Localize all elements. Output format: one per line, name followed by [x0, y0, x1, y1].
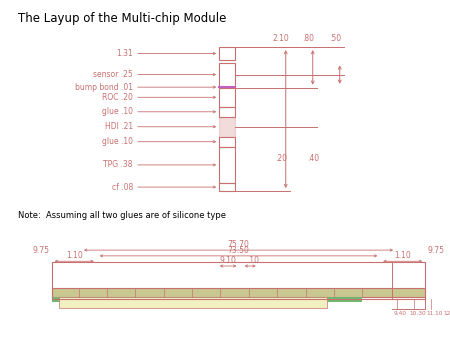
Text: .80: .80 [302, 34, 314, 43]
Text: 11.10: 11.10 [427, 311, 443, 316]
Text: 73.50: 73.50 [228, 246, 249, 255]
Bar [219, 183, 235, 191]
Text: The Layup of the Multi-chip Module: The Layup of the Multi-chip Module [18, 12, 226, 25]
Text: 12.00: 12.00 [443, 311, 450, 316]
Text: cf .08: cf .08 [112, 183, 133, 192]
Bar [219, 47, 235, 60]
Text: .40: .40 [307, 154, 319, 163]
Bar [219, 117, 235, 137]
Bar [58, 297, 328, 308]
Text: .20: .20 [275, 154, 287, 163]
Text: 1.31: 1.31 [116, 49, 133, 58]
Bar [219, 107, 235, 117]
Text: .10: .10 [248, 256, 260, 265]
Text: 9.40: 9.40 [394, 311, 407, 316]
Text: bump bond .01: bump bond .01 [75, 83, 133, 92]
Bar [52, 297, 362, 302]
Text: 1.10: 1.10 [394, 251, 411, 260]
Text: 9.75: 9.75 [428, 246, 445, 255]
Text: 2.10: 2.10 [273, 34, 290, 43]
Bar [52, 288, 425, 297]
Bar [219, 88, 235, 107]
Text: Note:  Assuming all two glues are of silicone type: Note: Assuming all two glues are of sili… [18, 211, 226, 220]
Bar [219, 137, 235, 147]
Bar [219, 147, 235, 183]
Text: .50: .50 [329, 34, 341, 43]
Text: 1.10: 1.10 [66, 251, 83, 260]
Text: sensor .25: sensor .25 [93, 70, 133, 79]
Bar [219, 63, 235, 87]
Text: 10.30: 10.30 [409, 311, 426, 316]
Text: HDI .21: HDI .21 [104, 122, 133, 131]
Text: TPG .38: TPG .38 [103, 161, 133, 169]
Text: glue .10: glue .10 [102, 137, 133, 146]
Text: ROC .20: ROC .20 [102, 93, 133, 102]
Text: 9.75: 9.75 [32, 246, 50, 255]
Text: 9.10: 9.10 [220, 256, 237, 265]
Text: glue .10: glue .10 [102, 107, 133, 116]
Text: 75.70: 75.70 [228, 240, 249, 249]
